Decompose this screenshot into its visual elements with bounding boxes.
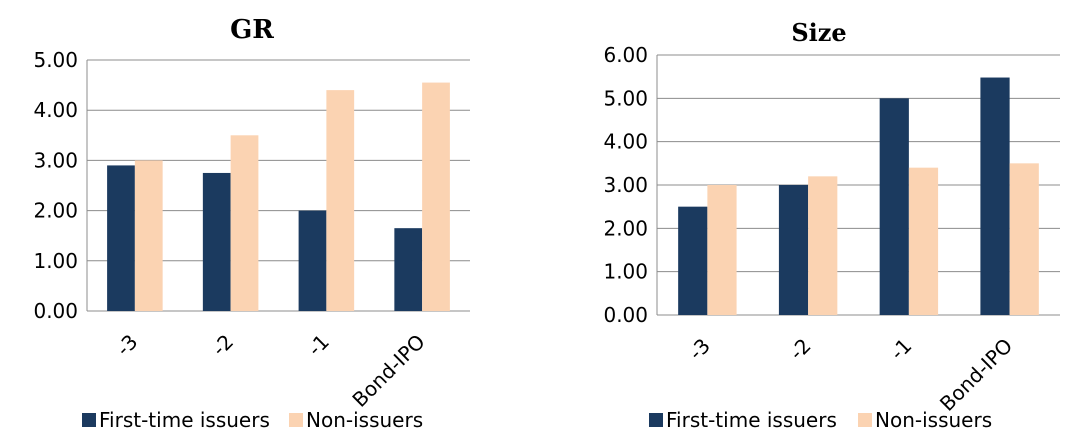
y-tick-label: 4.00 <box>603 130 648 154</box>
chart-title: Size <box>791 18 846 47</box>
bar-non-issuers-2 <box>808 176 838 315</box>
bar-first-time-issuers-1 <box>107 165 135 311</box>
gr-chart: GR 0.00 1.00 2.00 3.00 4.00 5.00 -3 -2 -1 Bond-IPO… <box>33 15 470 432</box>
x-tick-label: -1 <box>303 330 334 361</box>
y-tick-label: 5.00 <box>603 86 648 110</box>
bar-first-time-issuers-4 <box>980 77 1010 316</box>
bar-non-issuers-3 <box>326 90 355 312</box>
bar-non-issuers-1 <box>134 160 163 311</box>
bar-non-issuers-3 <box>908 167 939 315</box>
x-tick-label: -2 <box>785 334 816 365</box>
x-tick-label: -2 <box>207 330 238 361</box>
x-tick-label: Bond-IPO <box>935 334 1017 416</box>
bar-first-time-issuers-3 <box>879 98 909 315</box>
y-tick-label: 1.00 <box>33 249 78 273</box>
y-tick-label: 2.00 <box>603 216 648 240</box>
y-tick-label: 4.00 <box>33 98 78 122</box>
legend-label-non-issuers: Non-issuers <box>875 408 992 432</box>
bar-non-issuers-4 <box>1009 163 1039 315</box>
y-tick-label: 2.00 <box>33 199 78 223</box>
bar-first-time-issuers-4 <box>394 228 423 311</box>
y-tick-label: 6.00 <box>603 43 648 67</box>
y-tick-label: 1.00 <box>603 260 648 284</box>
legend-swatch-first-time-issuers <box>82 413 96 427</box>
x-tick-label: Bond-IPO <box>347 330 429 412</box>
legend-label-non-issuers: Non-issuers <box>306 408 423 432</box>
bar-first-time-issuers-2 <box>778 185 809 315</box>
legend-label-first-time-issuers: First-time issuers <box>666 408 837 432</box>
x-tick-label: -3 <box>111 330 142 361</box>
size-chart: Size 0.00 1.00 2.00 3.00 4.00 5.00 6.00 -3 -2 -1 Bo… <box>603 18 1060 432</box>
bar-first-time-issuers-1 <box>678 206 708 315</box>
bar-first-time-issuers-2 <box>202 172 231 311</box>
legend-swatch-first-time-issuers <box>649 413 663 427</box>
bar-non-issuers-4 <box>422 82 450 311</box>
legend-swatch-non-issuers <box>289 413 303 427</box>
bar-first-time-issuers-3 <box>298 210 327 311</box>
y-tick-label: 5.00 <box>33 48 78 72</box>
y-tick-label: 0.00 <box>33 299 78 323</box>
x-tick-label: -1 <box>885 334 916 365</box>
bar-non-issuers-2 <box>230 135 259 311</box>
y-tick-label: 3.00 <box>33 148 78 172</box>
chart-title: GR <box>230 15 274 45</box>
x-tick-label: -3 <box>684 334 715 365</box>
y-tick-label: 0.00 <box>603 303 648 327</box>
y-tick-label: 3.00 <box>603 173 648 197</box>
legend-label-first-time-issuers: First-time issuers <box>99 408 270 432</box>
bar-non-issuers-1 <box>707 185 737 315</box>
legend-swatch-non-issuers <box>858 413 872 427</box>
